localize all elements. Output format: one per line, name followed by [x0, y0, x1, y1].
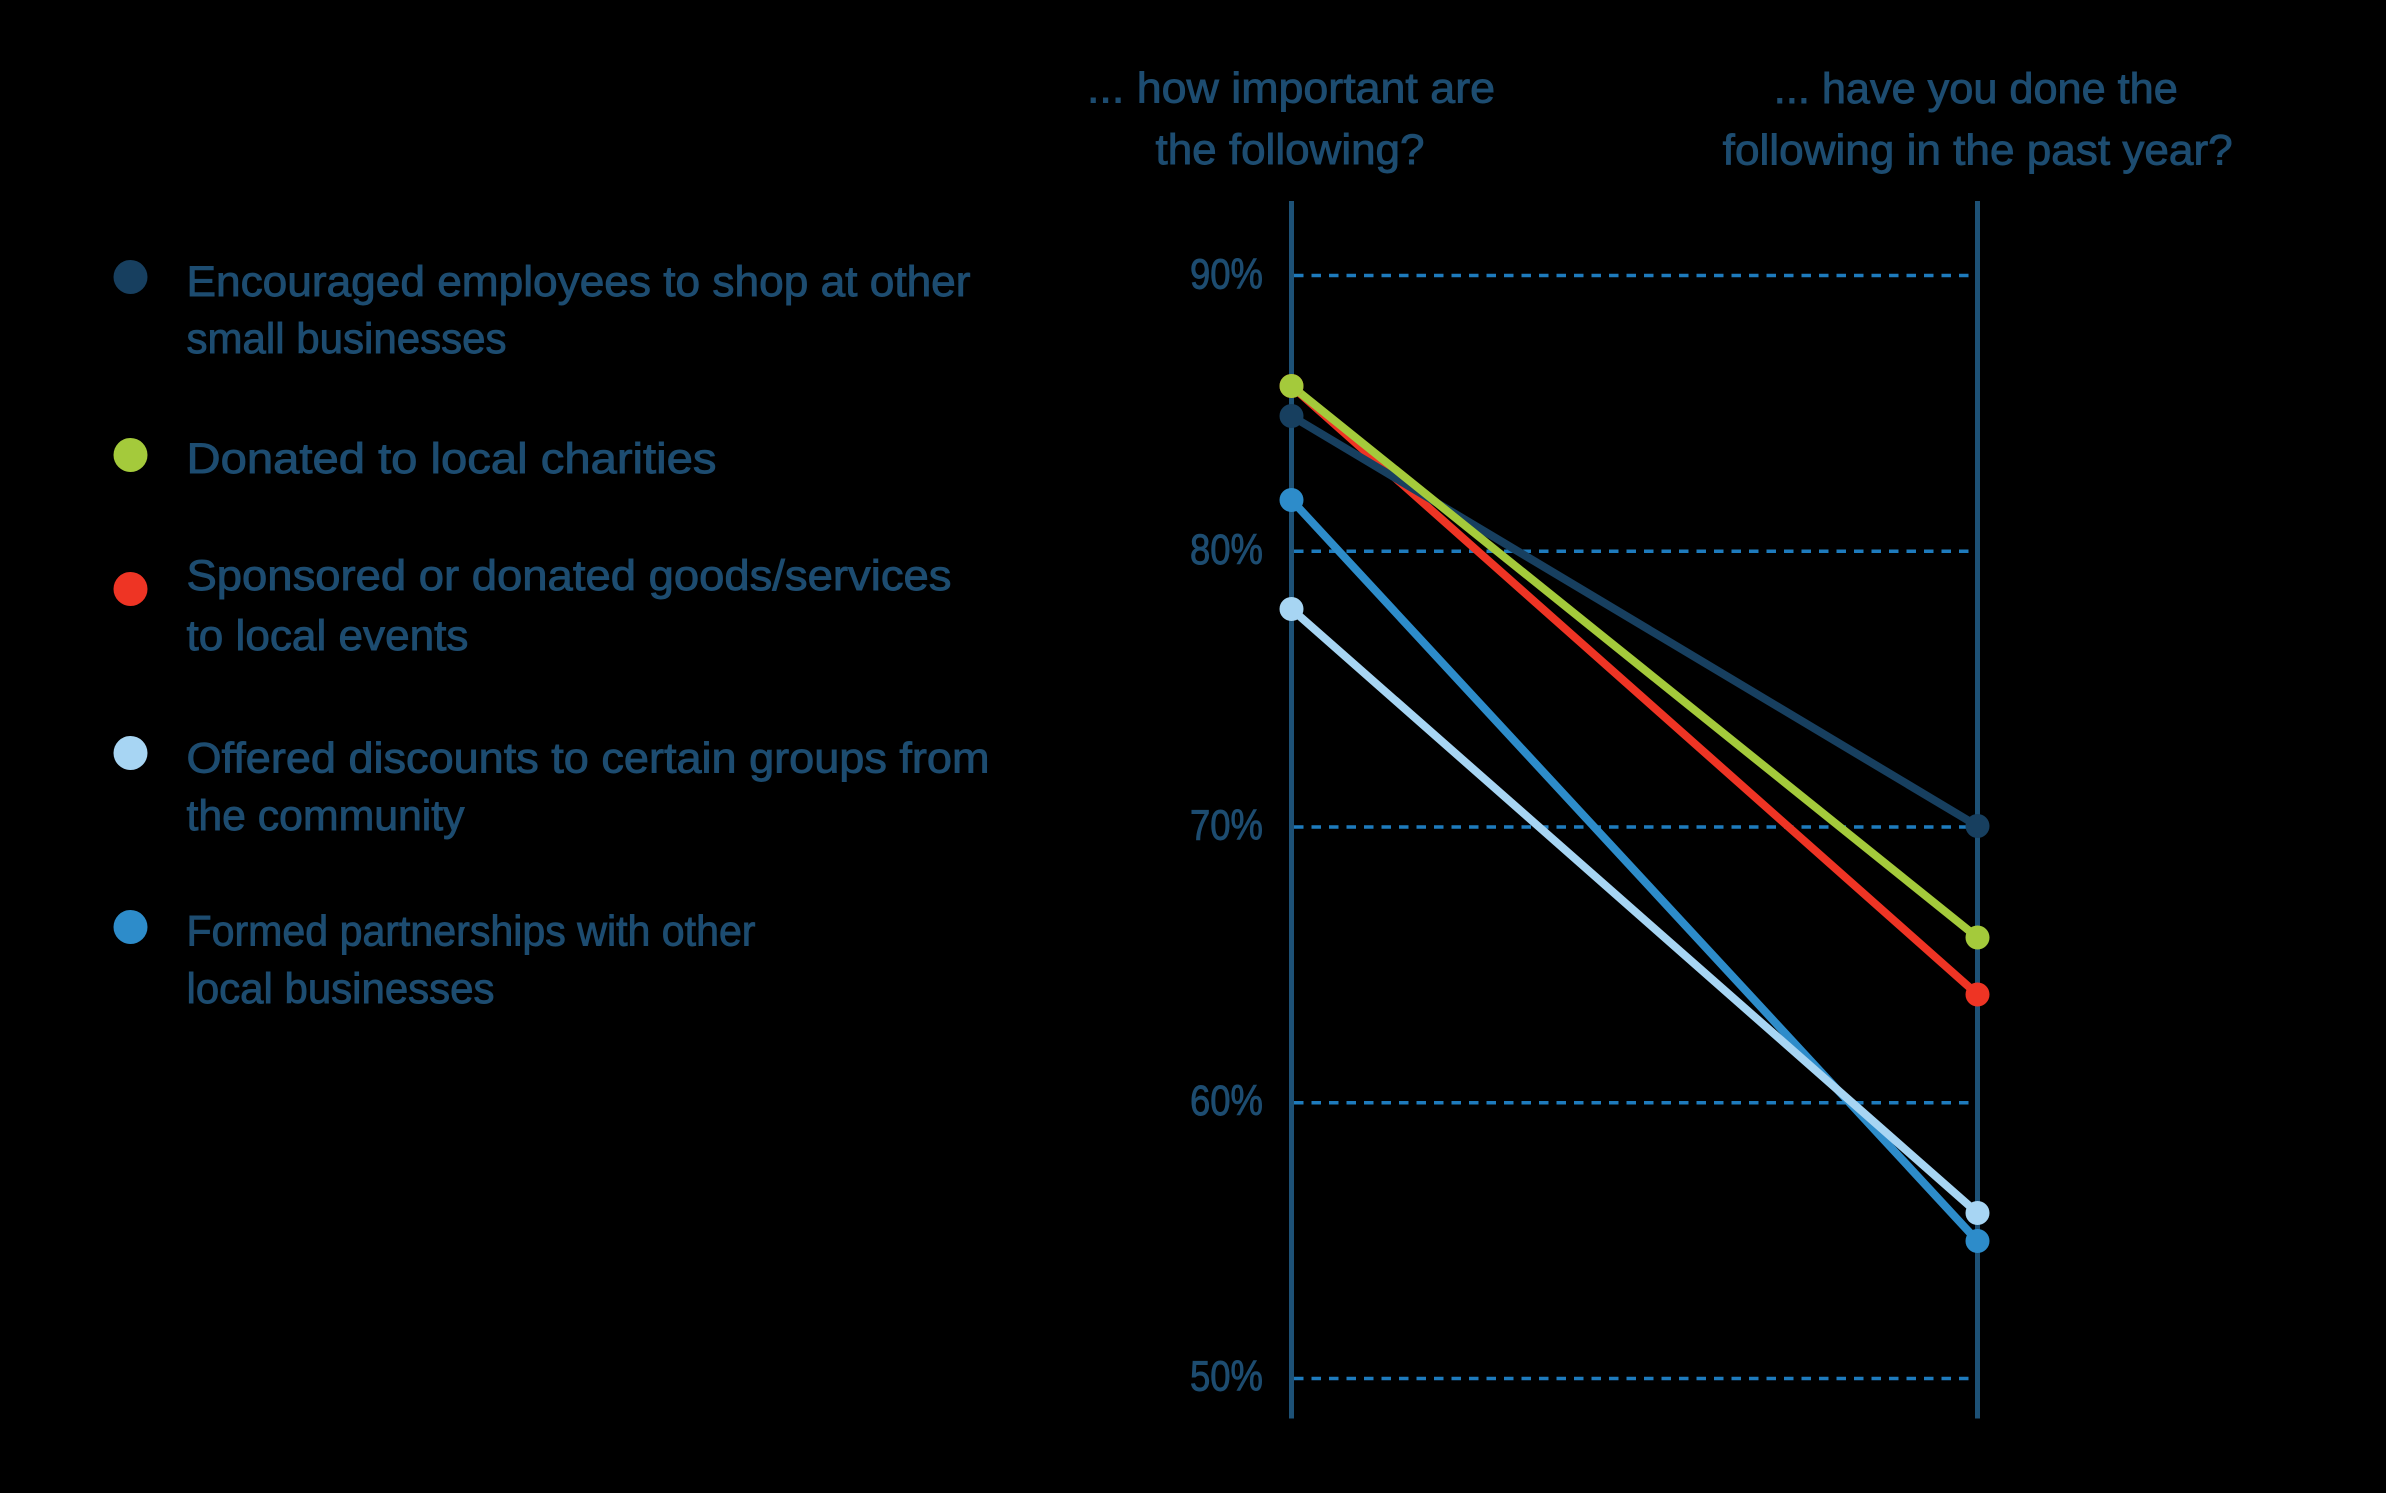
- svg-text:90%: 90%: [1190, 251, 1263, 299]
- svg-text:the following?: the following?: [1156, 126, 1425, 174]
- svg-text:following in the past year?: following in the past year?: [1723, 127, 2233, 175]
- svg-text:60%: 60%: [1190, 1077, 1263, 1125]
- svg-text:50%: 50%: [1190, 1353, 1263, 1401]
- svg-text:70%: 70%: [1190, 802, 1263, 850]
- svg-text:Donated to local charities: Donated to local charities: [187, 435, 717, 483]
- svg-text:Encouraged employees to shop a: Encouraged employees to shop at other: [187, 258, 971, 306]
- svg-text:small businesses: small businesses: [187, 315, 507, 363]
- svg-text:to local events: to local events: [187, 612, 469, 660]
- svg-text:the community: the community: [187, 792, 465, 840]
- svg-text:Sponsored or donated goods/ser: Sponsored or donated goods/services: [187, 552, 952, 600]
- svg-text:Formed partnerships with other: Formed partnerships with other: [187, 908, 756, 956]
- svg-text:80%: 80%: [1190, 526, 1263, 574]
- svg-text:... have you done the: ... have you done the: [1774, 65, 2178, 113]
- svg-text:... how important are: ... how important are: [1087, 65, 1495, 113]
- svg-text:local businesses: local businesses: [187, 965, 495, 1013]
- svg-text:Offered discounts to certain g: Offered discounts to certain groups from: [187, 735, 990, 783]
